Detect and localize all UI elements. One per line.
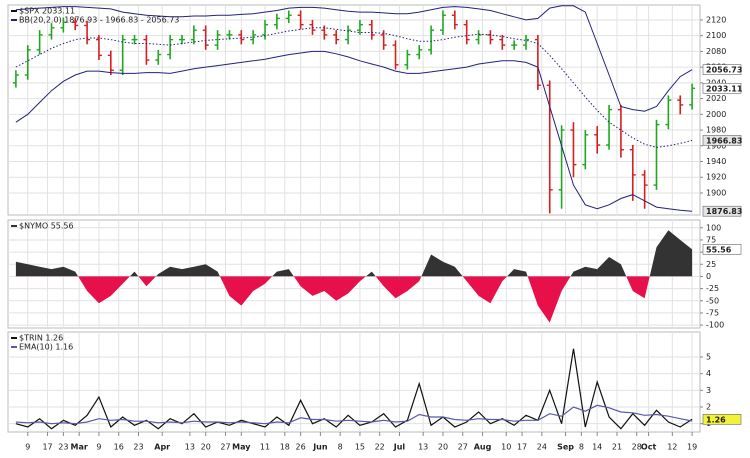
x-tick-label: 16 (114, 443, 124, 452)
y-tick-label: 2080 (706, 47, 726, 56)
y-tick-label: 0 (706, 272, 711, 281)
y-tick-label: 1960 (706, 141, 726, 150)
value-tag-label: 1966.83 (706, 136, 742, 145)
x-tick-label: May (232, 443, 251, 452)
x-tick-label: 27 (458, 443, 468, 452)
x-tick-label: 24 (537, 443, 547, 452)
x-tick-label: 10 (501, 443, 511, 452)
x-tick-label: 23 (58, 443, 68, 452)
panel-frame (7, 331, 701, 433)
x-tick-label: 22 (375, 443, 385, 452)
x-tick-label: 17 (42, 443, 52, 452)
y-tick-label: 75 (706, 235, 716, 244)
x-tick-label: 20 (438, 443, 448, 452)
x-tick-label: 18 (280, 443, 290, 452)
y-tick-label: 5 (706, 353, 711, 362)
value-tag-label: 1876.83 (706, 207, 742, 216)
y-tick-label: -75 (706, 308, 719, 317)
x-tick-label: 8 (338, 443, 343, 452)
value-tag (702, 414, 742, 425)
y-tick-label: 2040 (706, 78, 726, 87)
y-tick-label: 3 (706, 386, 711, 395)
x-tick-label: Aug (474, 443, 492, 452)
panel: 1900192019401960198020002020204020602080… (7, 4, 743, 217)
y-tick-label: 1980 (706, 126, 726, 135)
value-tag (702, 205, 742, 217)
legend-label: EMA(10) 1.16 (19, 343, 73, 352)
y-tick-label: 2 (706, 403, 711, 412)
x-tick-label: Jul (393, 443, 406, 452)
value-tag-label: 55.56 (706, 245, 732, 254)
x-tick-label: 19 (687, 443, 697, 452)
x-tick-label: 13 (185, 443, 195, 452)
legend-label: $TRIN 1.26 (19, 334, 63, 343)
legend-label: $NYMO 55.56 (19, 222, 74, 231)
y-tick-label: -25 (706, 284, 719, 293)
y-tick-label: 25 (706, 260, 716, 269)
x-tick-label: Mar (71, 443, 88, 452)
value-tag-label: 2056.73 (706, 66, 742, 75)
x-tick-label: 20 (201, 443, 211, 452)
y-tick-label: -50 (706, 296, 719, 305)
legend-label: $SPX 2033.11 (19, 7, 75, 16)
y-tick-label: 2000 (706, 110, 726, 119)
y-tick-label: 2100 (706, 31, 726, 40)
value-tag (702, 244, 742, 255)
x-tick-label: Jun (312, 443, 328, 452)
x-tick-label: 23 (133, 443, 143, 452)
x-tick-label: 8 (579, 443, 584, 452)
x-tick-label: 12 (667, 443, 677, 452)
x-tick-label: 11 (260, 443, 270, 452)
x-tick-label: 21 (612, 443, 622, 452)
value-tag (702, 64, 742, 76)
x-tick-label: 28 (632, 443, 642, 452)
bollinger-lower (15, 50, 693, 212)
x-tick-label: 14 (592, 443, 602, 452)
x-tick-label: Oct (641, 443, 657, 452)
x-tick-label: 15 (355, 443, 365, 452)
panel-frame (7, 4, 701, 216)
y-tick-label: 2020 (706, 94, 726, 103)
x-tick-label: 9 (96, 443, 101, 452)
value-tag-label: 1.26 (706, 415, 726, 424)
x-tick-label: 27 (220, 443, 230, 452)
value-tag (702, 135, 742, 146)
panel-frame (7, 219, 701, 329)
bollinger-middle (15, 27, 693, 148)
y-tick-label: 4 (706, 369, 711, 378)
line (15, 404, 693, 425)
y-tick-label: 1900 (706, 188, 726, 197)
y-tick-label: 100 (706, 223, 721, 232)
y-tick-label: 2120 (706, 15, 726, 24)
x-tick-label: 9 (25, 443, 30, 452)
value-tag-label: 2033.11 (706, 84, 743, 93)
x-tick-label: 26 (296, 443, 306, 452)
value-tag (702, 82, 742, 94)
legend-label: BB(20,2.0) 1876.93 - 1966.83 - 2056.73 (19, 16, 179, 25)
y-tick-label: 1940 (706, 157, 726, 166)
x-tick-label: 17 (517, 443, 527, 452)
y-tick-label: 1920 (706, 173, 726, 182)
x-tick-label: Apr (154, 443, 170, 452)
x-tick-label: Sep (557, 443, 574, 452)
y-tick-label: -100 (706, 321, 724, 330)
x-tick-label: 13 (418, 443, 428, 452)
bollinger-upper (15, 5, 693, 112)
